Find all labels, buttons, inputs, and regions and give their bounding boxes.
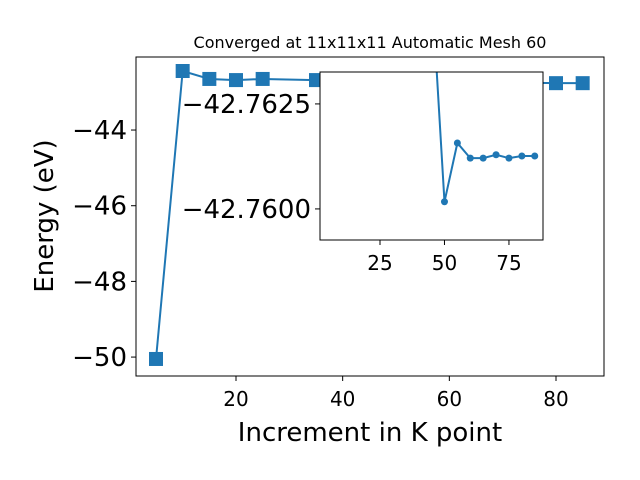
- x-tick-label: 25: [367, 251, 392, 275]
- marker: [175, 64, 190, 79]
- marker: [229, 73, 243, 88]
- y-tick-label: −42.7600: [182, 195, 311, 225]
- marker: [492, 151, 500, 159]
- plot-frame: [319, 71, 544, 241]
- x-tick-label: 60: [437, 387, 462, 411]
- marker: [479, 154, 487, 162]
- y-axis-label: Energy (eV): [30, 139, 60, 292]
- y-tick-label: −44: [72, 116, 127, 146]
- x-tick-label: 50: [432, 251, 457, 275]
- x-tick-label: 80: [543, 387, 568, 411]
- marker: [549, 76, 563, 91]
- marker: [255, 71, 270, 86]
- x-tick-label: 40: [330, 387, 355, 411]
- marker: [440, 198, 448, 206]
- plot-clip: [435, 72, 539, 206]
- marker: [149, 351, 163, 366]
- y-tick-label: −50: [72, 343, 127, 373]
- plot-area: [320, 72, 543, 240]
- marker: [531, 152, 539, 160]
- x-tick-label: 20: [223, 387, 248, 411]
- y-tick-label: −48: [72, 267, 127, 297]
- marker: [453, 139, 461, 147]
- marker: [505, 154, 513, 162]
- marker: [518, 152, 526, 160]
- plot-frame: [135, 56, 605, 377]
- chart-title: Converged at 11x11x11 Automatic Mesh 60: [194, 33, 547, 52]
- x-tick-label: 75: [496, 251, 521, 275]
- marker: [466, 154, 474, 162]
- y-tick-label: −46: [72, 192, 127, 222]
- x-axis-label: Increment in K point: [238, 418, 502, 448]
- marker: [575, 76, 590, 91]
- marker: [202, 71, 217, 86]
- y-tick-label: −42.7625: [182, 90, 311, 120]
